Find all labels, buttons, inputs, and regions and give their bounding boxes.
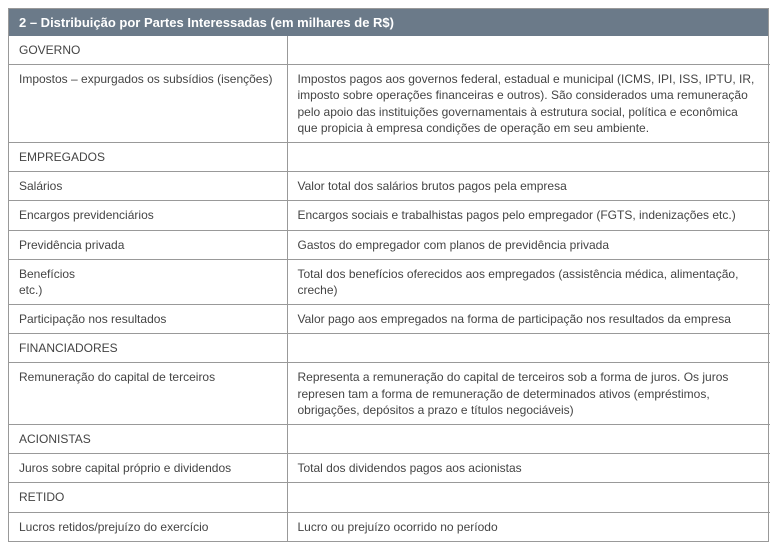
table-row: Previdência privadaGastos do empregador … (9, 230, 770, 259)
table-row: FINANCIADORES (9, 334, 770, 363)
table-row: Benefíciosetc.)Total dos benefícios ofer… (9, 259, 770, 304)
cell-left: GOVERNO (9, 36, 287, 65)
cell-right: Valor total dos salários brutos pagos pe… (287, 172, 770, 201)
cell-left: EMPREGADOS (9, 142, 287, 171)
cell-right (287, 483, 770, 512)
cell-left: Remuneração do capital de terceiros (9, 363, 287, 425)
cell-left: Encargos previdenciários (9, 201, 287, 230)
table-row: Remuneração do capital de terceirosRepre… (9, 363, 770, 425)
cell-right: Gastos do empregador com planos de previ… (287, 230, 770, 259)
table-row: GOVERNO (9, 36, 770, 65)
cell-left: Impostos – expurgados os subsídios (isen… (9, 65, 287, 143)
cell-left: RETIDO (9, 483, 287, 512)
table-container: 2 – Distribuição por Partes Interessadas… (8, 8, 769, 542)
cell-left: Previdência privada (9, 230, 287, 259)
cell-left: Benefíciosetc.) (9, 259, 287, 304)
table-row: RETIDO (9, 483, 770, 512)
cell-right: Representa a remuneração do capital de t… (287, 363, 770, 425)
cell-left: FINANCIADORES (9, 334, 287, 363)
distribution-table: GOVERNO Impostos – expurgados os subsídi… (9, 36, 770, 541)
cell-right: Valor pago aos empregados na forma de pa… (287, 305, 770, 334)
cell-right (287, 425, 770, 454)
cell-right: Impostos pagos aos governos federal, est… (287, 65, 770, 143)
table-row: SaláriosValor total dos salários brutos … (9, 172, 770, 201)
cell-right (287, 142, 770, 171)
cell-left: Salários (9, 172, 287, 201)
cell-right: Lucro ou prejuízo ocorrido no período (287, 512, 770, 541)
cell-left: Juros sobre capital próprio e dividendos (9, 454, 287, 483)
table-row: Impostos – expurgados os subsídios (isen… (9, 65, 770, 143)
cell-left: ACIONISTAS (9, 425, 287, 454)
cell-right: Total dos benefícios oferecidos aos empr… (287, 259, 770, 304)
cell-right (287, 36, 770, 65)
table-row: Juros sobre capital próprio e dividendos… (9, 454, 770, 483)
table-row: ACIONISTAS (9, 425, 770, 454)
cell-right: Encargos sociais e trabalhistas pagos pe… (287, 201, 770, 230)
table-row: EMPREGADOS (9, 142, 770, 171)
cell-left: Lucros retidos/prejuízo do exercício (9, 512, 287, 541)
table-row: Encargos previdenciáriosEncargos sociais… (9, 201, 770, 230)
table-header: 2 – Distribuição por Partes Interessadas… (9, 9, 768, 36)
table-title: 2 – Distribuição por Partes Interessadas… (19, 15, 394, 30)
cell-right: Total dos dividendos pagos aos acionista… (287, 454, 770, 483)
cell-right (287, 334, 770, 363)
cell-left: Participação nos resultados (9, 305, 287, 334)
table-row: Lucros retidos/prejuízo do exercícioLucr… (9, 512, 770, 541)
table-row: Participação nos resultadosValor pago ao… (9, 305, 770, 334)
